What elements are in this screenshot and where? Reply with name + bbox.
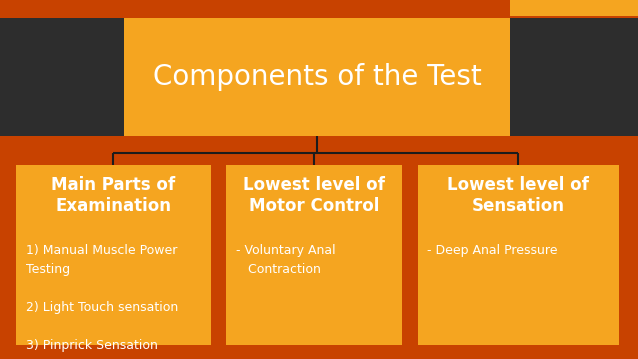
Text: Lowest level of
Sensation: Lowest level of Sensation [447,176,590,215]
FancyBboxPatch shape [0,18,124,136]
FancyBboxPatch shape [510,18,638,136]
Text: 1) Manual Muscle Power
Testing

2) Light Touch sensation

3) Pinprick Sensation: 1) Manual Muscle Power Testing 2) Light … [26,244,178,352]
Text: - Voluntary Anal
   Contraction: - Voluntary Anal Contraction [236,244,336,276]
Text: - Deep Anal Pressure: - Deep Anal Pressure [427,244,558,257]
FancyBboxPatch shape [124,18,510,136]
FancyBboxPatch shape [418,165,619,345]
Text: Lowest level of
Motor Control: Lowest level of Motor Control [243,176,385,215]
Text: Components of the Test: Components of the Test [153,63,482,91]
FancyBboxPatch shape [16,165,211,345]
FancyBboxPatch shape [226,165,402,345]
FancyBboxPatch shape [510,0,638,16]
Text: Main Parts of
Examination: Main Parts of Examination [51,176,175,215]
